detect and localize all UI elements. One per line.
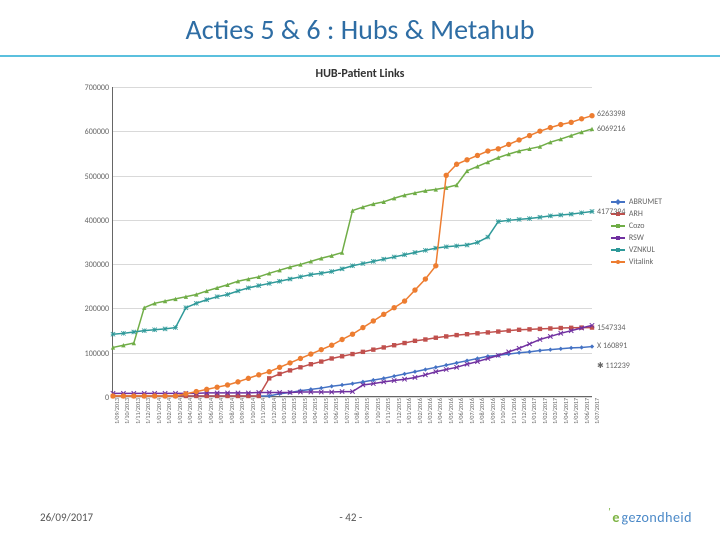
x-tick-label: 1/05/2014 [196,398,204,424]
chart: HUB-Patient Links 7000006000005000004000… [60,67,660,447]
x-tick-label: 1/02/2016 [416,398,424,424]
x-tick-label: 1/06/2017 [583,398,591,424]
legend-item: Cozo [611,221,662,231]
x-tick-label: 1/09/2015 [363,398,371,424]
logo-e: e [612,509,619,526]
x-tick-label: 1/02/2014 [165,398,173,424]
legend-label: VZNKUL [629,245,655,255]
end-label: 6069216 [597,124,625,134]
x-tick-label: 1/06/2016 [457,398,465,424]
y-tick-label: 700000 [85,83,113,93]
title-rule [0,55,720,57]
chart-plot: 7000006000005000004000003000002000001000… [112,87,592,397]
legend-label: ARH [629,209,643,219]
x-tick-label: 1/11/2016 [510,398,518,424]
x-tick-label: 1/07/2017 [593,398,601,424]
legend-label: Cozo [629,221,645,231]
x-axis: 1/09/20131/10/20131/11/20131/12/20131/01… [113,396,592,446]
x-tick-label: 1/07/2016 [468,398,476,424]
x-tick-label: 1/08/2014 [228,398,236,424]
x-tick-label: 1/04/2017 [562,398,570,424]
y-tick-label: 500000 [85,172,113,182]
end-label: 6263398 [597,109,625,119]
footer-date: 26/09/2017 [40,511,93,524]
y-tick-label: 200000 [85,304,113,314]
x-tick-label: 1/02/2015 [290,398,298,424]
x-tick-label: 1/10/2013 [123,398,131,424]
x-tick-label: 1/07/2014 [217,398,225,424]
x-tick-label: 1/04/2014 [186,398,194,424]
x-tick-label: 1/05/2016 [447,398,455,424]
x-tick-label: 1/10/2016 [499,398,507,424]
x-tick-label: 1/03/2015 [301,398,309,424]
x-tick-label: 1/06/2014 [207,398,215,424]
logo: ′ egezondheid [609,509,692,526]
x-tick-label: 1/01/2017 [530,398,538,424]
y-tick-label: 600000 [85,127,113,137]
x-tick-label: 1/04/2016 [436,398,444,424]
x-tick-label: 1/04/2015 [311,398,319,424]
x-tick-label: 1/05/2017 [572,398,580,424]
legend-label: Vitalink [629,257,653,267]
x-tick-label: 1/12/2016 [520,398,528,424]
logo-text: gezondheid [621,509,692,526]
legend-item: ABRUMET [611,197,662,207]
x-tick-label: 1/11/2014 [259,398,267,424]
x-tick-label: 1/10/2015 [374,398,382,424]
x-tick-label: 1/03/2016 [426,398,434,424]
x-tick-label: 1/03/2017 [551,398,559,424]
end-label: 1547334 [597,323,625,333]
x-tick-label: 1/07/2015 [343,398,351,424]
x-tick-label: 1/11/2015 [384,398,392,424]
page-number: - 42 - [339,511,362,524]
slide-title: Acties 5 & 6 : Hubs & Metahub [0,0,720,55]
legend-item: Vitalink [611,257,662,267]
y-tick-label: 400000 [85,216,113,226]
x-tick-label: 1/09/2014 [238,398,246,424]
legend-label: RSW [629,233,644,243]
footer: 26/09/2017 - 42 - ′ egezondheid [0,509,720,526]
x-tick-label: 1/01/2016 [405,398,413,424]
legend-item: VZNKUL [611,245,662,255]
x-tick-label: 1/01/2014 [155,398,163,424]
y-tick-label: 300000 [85,260,113,270]
x-tick-label: 1/10/2014 [249,398,257,424]
end-label: ✱ 112239 [597,361,630,371]
x-tick-label: 1/08/2016 [478,398,486,424]
x-tick-label: 1/12/2013 [144,398,152,424]
x-tick-label: 1/05/2015 [322,398,330,424]
x-tick-label: 1/12/2015 [395,398,403,424]
end-label: 4177394 [597,207,625,217]
x-tick-label: 1/09/2016 [489,398,497,424]
chart-title: HUB-Patient Links [60,67,660,81]
x-tick-label: 1/09/2013 [113,398,121,424]
x-tick-label: 1/11/2013 [134,398,142,424]
x-tick-label: 1/12/2014 [270,398,278,424]
end-label: X 160891 [597,341,627,351]
logo-accent-icon: ′ [609,505,611,518]
x-tick-label: 1/01/2015 [280,398,288,424]
x-tick-label: 1/08/2015 [353,398,361,424]
legend-label: ABRUMET [629,197,662,207]
y-tick-label: 100000 [85,349,113,359]
chart-series [113,87,592,396]
legend-item: RSW [611,233,662,243]
x-tick-label: 1/02/2017 [541,398,549,424]
x-tick-label: 1/03/2014 [176,398,184,424]
x-tick-label: 1/06/2015 [332,398,340,424]
